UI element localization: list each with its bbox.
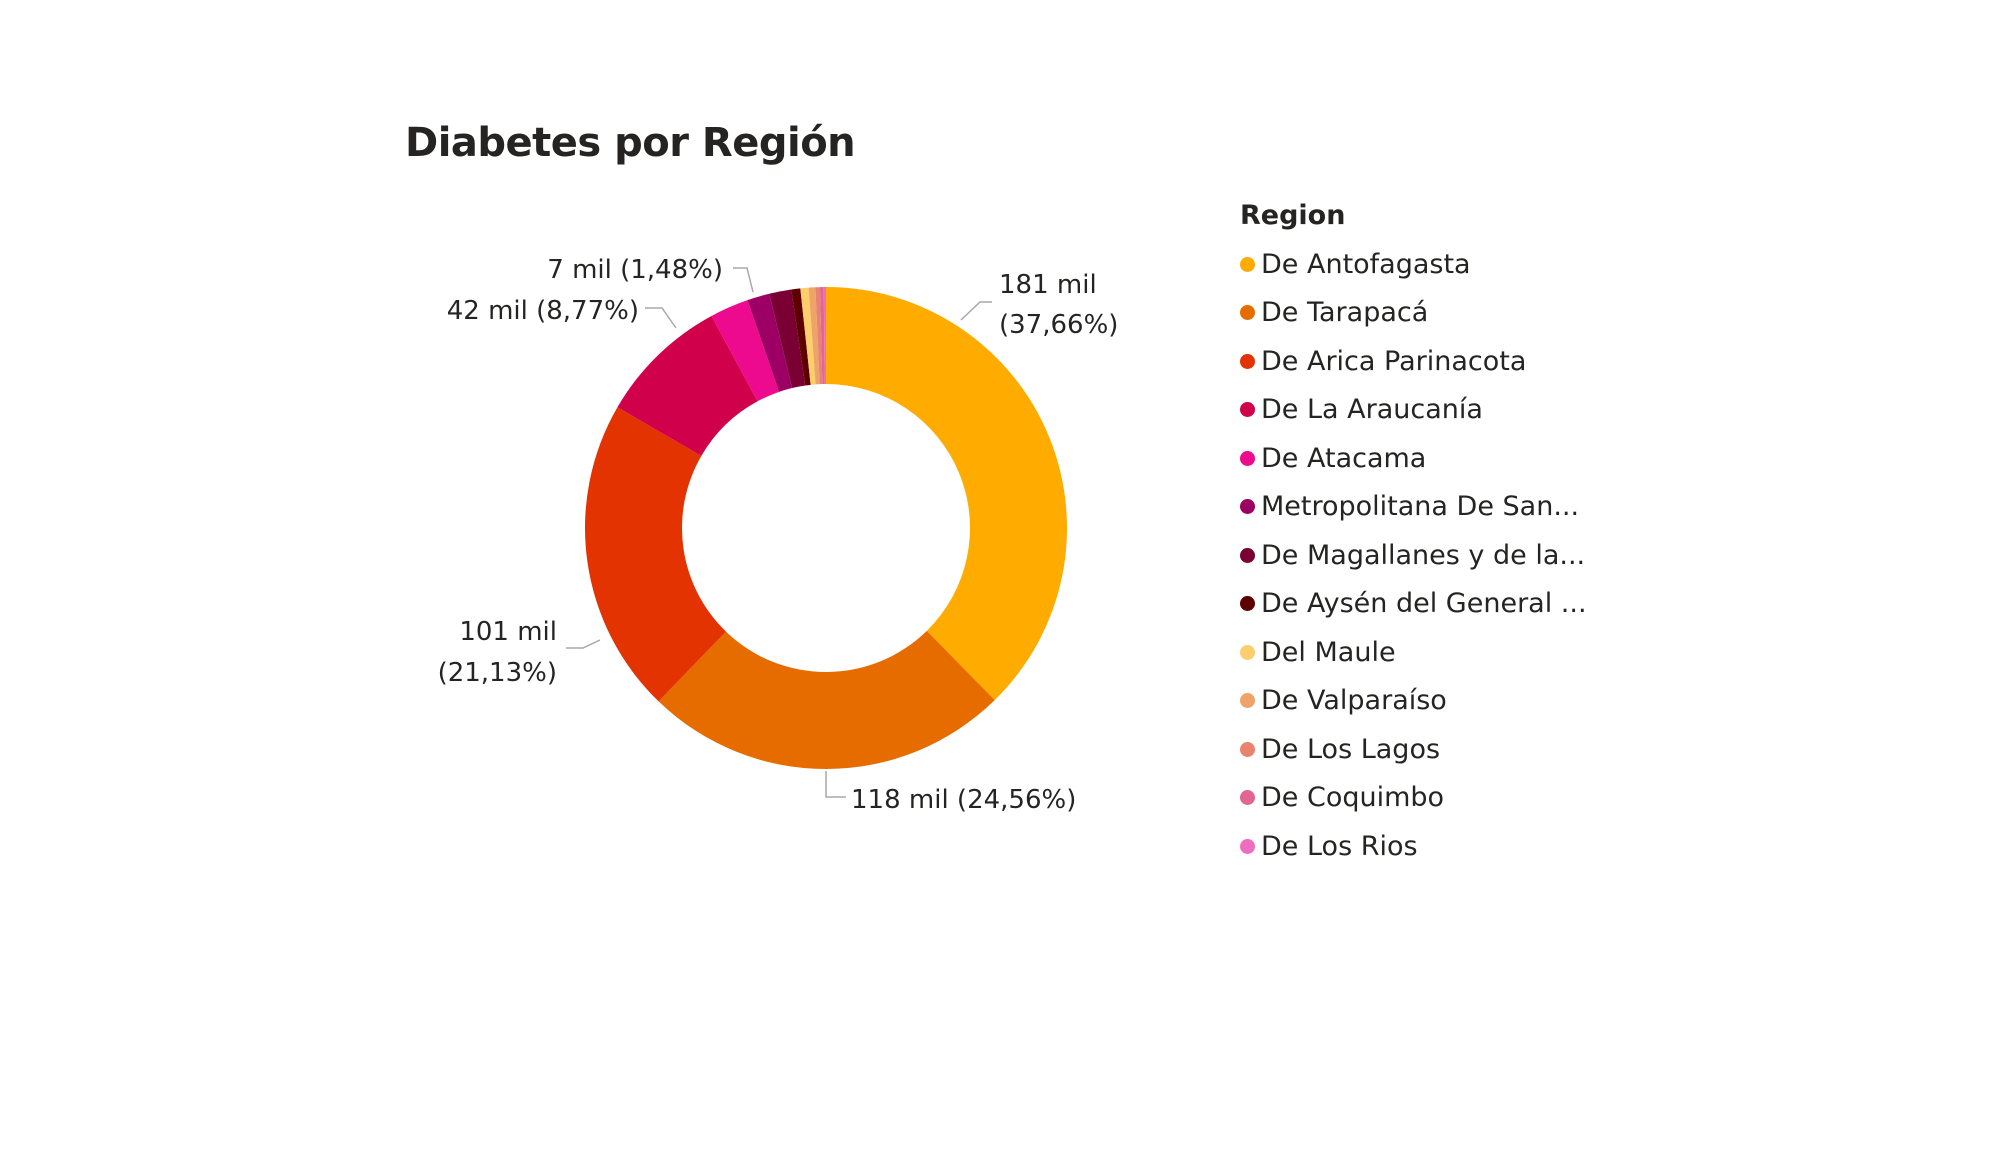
donut-slice-metropolitana-de-san[interactable]: [747, 293, 793, 392]
donut-slice-de-antofagasta[interactable]: [826, 287, 1068, 701]
legend-item[interactable]: Metropolitana De San...: [1240, 483, 1640, 532]
legend-marker: [1240, 693, 1255, 709]
legend-items: De Antofagasta De Tarapacá De Arica Parina…: [1240, 240, 1640, 871]
donut-slices: [584, 287, 1068, 770]
legend-item[interactable]: De Coquimbo: [1240, 774, 1640, 823]
legend-item[interactable]: De Los Rios: [1240, 822, 1640, 871]
legend-title: Region: [1240, 200, 1346, 231]
donut-slice-de-los-rios[interactable]: [823, 287, 826, 385]
legend-label: De Magallanes y de la...: [1261, 539, 1586, 571]
leader-line-arica: [566, 639, 601, 649]
donut-slice-de-los-lagos[interactable]: [815, 287, 823, 385]
legend-label: De Atacama: [1261, 442, 1427, 474]
legend-marker: [1240, 499, 1255, 515]
donut-labels: 181 mil (37,66%) 118 mil (24,56%) 101 mi…: [438, 255, 1119, 815]
chart-title: Diabetes por Región: [405, 120, 856, 166]
data-label-arica-value: 101 mil: [459, 617, 557, 647]
legend-marker: [1240, 838, 1255, 854]
legend-marker: [1240, 741, 1255, 757]
legend-label: De La Araucanía: [1261, 394, 1483, 426]
donut-slice-de-coquimbo[interactable]: [819, 287, 825, 385]
legend-marker: [1240, 547, 1255, 563]
legend-marker: [1240, 450, 1255, 466]
legend-label: Del Maule: [1261, 636, 1396, 668]
legend-item[interactable]: De La Araucanía: [1240, 386, 1640, 435]
legend-item[interactable]: De Arica Parinacota: [1240, 337, 1640, 386]
data-label-arica-percent: (21,13%): [438, 658, 557, 688]
legend-marker: [1240, 790, 1255, 806]
legend-item[interactable]: Del Maule: [1240, 628, 1640, 677]
legend-item[interactable]: De Tarapacá: [1240, 289, 1640, 338]
donut-slice-de-la-araucan-a[interactable]: [617, 315, 758, 456]
data-label-araucania: 42 mil (8,77%): [447, 296, 639, 326]
leader-line-tarapaca: [825, 771, 846, 798]
legend-item[interactable]: De Magallanes y de la...: [1240, 531, 1640, 580]
legend-label: De Aysén del General ...: [1261, 588, 1587, 620]
legend-label: Metropolitana De San...: [1261, 491, 1580, 523]
legend-label: De Coquimbo: [1261, 782, 1445, 814]
data-label-tarapaca: 118 mil (24,56%): [851, 785, 1076, 815]
leader-line-araucania: [645, 307, 677, 329]
legend-marker: [1240, 353, 1255, 369]
legend-item[interactable]: De Atacama: [1240, 434, 1640, 483]
legend-label: De Los Lagos: [1261, 733, 1441, 765]
donut-slice-de-tarapac[interactable]: [658, 630, 995, 770]
legend-marker: [1240, 305, 1255, 321]
legend-label: De Los Rios: [1261, 830, 1418, 862]
legend-marker: [1240, 596, 1255, 612]
donut-slice-de-magallanes-y-de-la[interactable]: [769, 289, 806, 389]
leader-line-magallanes: [733, 267, 754, 293]
donut-slice-de-arica-parinacota[interactable]: [584, 407, 726, 702]
legend-label: De Valparaíso: [1261, 685, 1447, 717]
legend-label: De Tarapacá: [1261, 297, 1429, 329]
leader-line-antofagasta: [960, 301, 992, 321]
data-label-antofagasta-percent: (37,66%): [999, 310, 1118, 340]
legend-item[interactable]: De Los Lagos: [1240, 725, 1640, 774]
legend-marker: [1240, 644, 1255, 660]
legend-item[interactable]: De Antofagasta: [1240, 240, 1640, 289]
donut-slice-del-maule[interactable]: [800, 287, 816, 385]
legend-marker: [1240, 256, 1255, 272]
donut-slice-de-atacama[interactable]: [711, 300, 780, 402]
donut-slice-de-valpara-so[interactable]: [808, 287, 820, 385]
legend-marker: [1240, 402, 1255, 418]
donut-slice-de-ays-n-del-general[interactable]: [791, 288, 811, 386]
legend-item[interactable]: De Valparaíso: [1240, 677, 1640, 726]
data-label-antofagasta-value: 181 mil: [999, 270, 1097, 300]
legend-label: De Arica Parinacota: [1261, 345, 1527, 377]
legend-label: De Antofagasta: [1261, 248, 1471, 280]
data-label-magallanes: 7 mil (1,48%): [547, 255, 723, 285]
legend-item[interactable]: De Aysén del General ...: [1240, 580, 1640, 629]
legend: Region De Antofagasta De Tarapacá De Arica…: [1240, 196, 1640, 871]
